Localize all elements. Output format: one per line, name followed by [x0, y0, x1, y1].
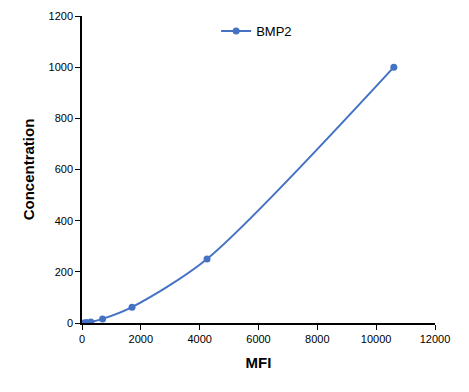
svg-text:4000: 4000: [187, 333, 211, 345]
svg-text:2000: 2000: [129, 333, 153, 345]
svg-text:200: 200: [55, 266, 73, 278]
svg-text:1200: 1200: [49, 10, 73, 22]
svg-text:0: 0: [67, 317, 73, 329]
svg-text:10000: 10000: [361, 333, 392, 345]
svg-text:1000: 1000: [49, 61, 73, 73]
svg-text:BMP2: BMP2: [256, 24, 291, 39]
svg-text:Concentration: Concentration: [20, 119, 37, 221]
svg-text:8000: 8000: [305, 333, 329, 345]
svg-text:12000: 12000: [420, 333, 451, 345]
svg-text:400: 400: [55, 215, 73, 227]
svg-text:MFI: MFI: [246, 354, 272, 371]
svg-text:6000: 6000: [246, 333, 270, 345]
svg-text:600: 600: [55, 163, 73, 175]
svg-text:800: 800: [55, 112, 73, 124]
svg-text:0: 0: [79, 333, 85, 345]
